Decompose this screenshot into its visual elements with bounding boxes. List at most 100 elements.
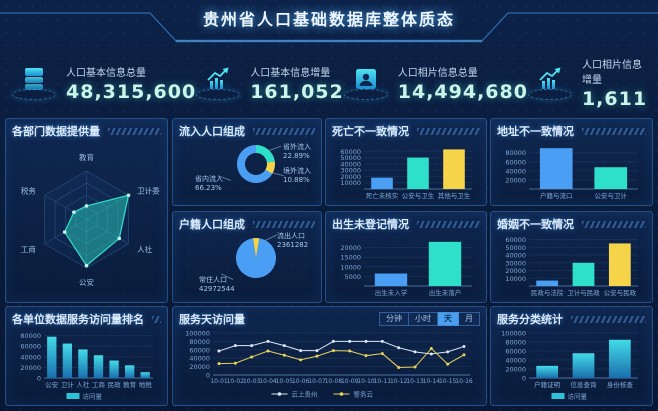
svg-text:10-13: 10-13 [406, 378, 424, 385]
tab-hour[interactable]: 小时 [409, 312, 438, 326]
panel-marriage-inconsistency: 婚姻不一致情况 10000 20000 30000 40000 50000 60000 民政… [490, 211, 653, 303]
svg-text:10-15: 10-15 [439, 378, 457, 385]
svg-text:10-03: 10-03 [243, 378, 261, 385]
slice-label-resident: 常住人口 42972544 [199, 276, 235, 293]
svg-text:10-04: 10-04 [259, 378, 277, 385]
svg-text:教育: 教育 [79, 152, 94, 162]
panel-title: 户籍人口组成 [179, 218, 245, 231]
svg-text:80000: 80000 [20, 332, 41, 340]
inflow-donut-chart[interactable] [179, 139, 315, 199]
kpi-value: 1,611 [581, 88, 648, 110]
svg-text:10-02: 10-02 [227, 378, 245, 385]
svg-text:10-12: 10-12 [390, 378, 408, 385]
kpi-label: 人口基本信息增量 [250, 67, 331, 79]
panel-address-inconsistency: 地址不一致情况 20000 40000 60000 80000 户籍与流口 公安与卫计 [490, 118, 653, 206]
svg-text:警务云: 警务云 [354, 390, 374, 399]
kpi-label: 人口基本信息总量 [66, 67, 146, 79]
address-inconsistency-bar-chart[interactable]: 20000 40000 60000 80000 户籍与流口 公安与卫计 [497, 139, 646, 201]
svg-text:云上贵州: 云上贵州 [292, 390, 318, 399]
death-inconsistency-bar-chart[interactable]: 10000 20000 30000 40000 50000 60000 死亡未核实 公安与卫生… [332, 139, 480, 201]
svg-text:80000: 80000 [505, 149, 526, 157]
hukou-pie-chart[interactable] [179, 232, 315, 296]
stripes-decoration [582, 220, 646, 228]
kpi-card-photo-total: 人口相片信息总量 14,494,680 [343, 52, 528, 114]
svg-text:地税: 地税 [139, 380, 153, 389]
time-granularity-tabs: 分钟 小时 天 月 [379, 312, 480, 326]
svg-text:40000: 40000 [505, 357, 526, 365]
daily-visits-line-chart[interactable]: 0 20000 40000 60000 80000 100000 10-01 10-02 10-… [179, 327, 480, 399]
slice-label-outflow: 流出人口 2361282 [277, 232, 309, 249]
svg-text:60000: 60000 [505, 158, 526, 166]
panel-service-category-stats: 服务分类统计 0 20000 40000 60000 80000 100000 户籍证明 信息… [490, 306, 653, 406]
panel-title: 各部门数据提供量 [12, 125, 100, 138]
svg-text:100000: 100000 [185, 330, 210, 338]
svg-text:教育: 教育 [123, 380, 137, 389]
icon-pedestal [527, 88, 572, 100]
svg-text:户籍证明: 户籍证明 [534, 380, 561, 389]
svg-text:信息查询: 信息查询 [571, 380, 598, 389]
panel-title: 服务天访问量 [179, 313, 245, 326]
svg-text:10000: 10000 [340, 179, 361, 187]
svg-text:40000: 40000 [20, 353, 41, 361]
svg-text:0: 0 [37, 375, 41, 383]
svg-text:访问量: 访问量 [568, 392, 588, 401]
panel-inflow-population: 流入人口组成 省外流入 22.89% 境外流入 10.88% 省内流入 66.23% [172, 118, 322, 206]
stripes-decoration [253, 220, 315, 228]
database-icon [12, 67, 56, 100]
stripes-decoration [417, 220, 480, 228]
svg-text:60000: 60000 [505, 348, 526, 356]
svg-text:民政与法院: 民政与法院 [531, 288, 564, 297]
kpi-row: 人口基本信息总量 48,315,600 人口基本信息增量 161,052 人口相… [0, 52, 658, 114]
svg-text:20000: 20000 [505, 366, 526, 374]
trend-up-icon [527, 67, 572, 100]
svg-text:20000: 20000 [20, 364, 41, 372]
svg-text:50000: 50000 [505, 244, 526, 252]
svg-text:10-16: 10-16 [455, 378, 473, 385]
marriage-inconsistency-bar-chart[interactable]: 10000 20000 30000 40000 50000 60000 民政与法院 卫计与民政… [497, 232, 646, 298]
kpi-card-photo-increment: 人口相片信息增量 1,611 [527, 52, 648, 114]
svg-text:100000: 100000 [501, 330, 526, 338]
svg-text:20000: 20000 [505, 176, 526, 184]
svg-text:10-01: 10-01 [210, 378, 228, 385]
svg-text:40000: 40000 [189, 355, 210, 363]
kpi-value: 161,052 [250, 80, 344, 103]
panel-title: 死亡不一致情况 [332, 125, 409, 138]
svg-text:30000: 30000 [340, 167, 361, 175]
panel-title: 地址不一致情况 [497, 125, 574, 138]
panel-title: 各单位数据服务访问量排名 [12, 313, 144, 326]
stripes-decoration [571, 315, 646, 323]
svg-text:10-05: 10-05 [276, 378, 294, 385]
svg-text:其他与卫生: 其他与卫生 [438, 191, 471, 200]
svg-text:15000: 15000 [340, 254, 361, 262]
tab-month[interactable]: 月 [459, 312, 480, 326]
svg-text:50000: 50000 [340, 154, 361, 162]
birth-unregistered-bar-chart[interactable]: 5000 10000 15000 20000 出生未入学 出生未落户 [332, 232, 480, 298]
svg-text:身份核查: 身份核查 [607, 380, 634, 389]
svg-text:人社: 人社 [137, 244, 152, 254]
svg-text:10-07: 10-07 [308, 378, 326, 385]
svg-text:20000: 20000 [340, 173, 361, 181]
panel-dept-data-supply: 各部门数据提供量 教育 卫计委 人社 公安 工商 税务 [5, 118, 168, 303]
service-category-bar-chart[interactable]: 0 20000 40000 60000 80000 100000 户籍证明 信息查询 身份核查访… [497, 327, 646, 401]
panel-unit-visits-ranking: 各单位数据服务访问量排名 0 20000 40000 60000 80000 公安 卫计 人社… [5, 306, 168, 406]
dept-data-radar-chart[interactable]: 教育 卫计委 人社 公安 工商 税务 [12, 139, 161, 294]
panel-title: 出生未登记情况 [332, 218, 409, 231]
stripes-decoration [417, 127, 480, 135]
panel-daily-service-visits: 服务天访问量 分钟 小时 天 月 0 20000 40000 60000 80000 10… [172, 306, 487, 406]
svg-text:户籍与流口: 户籍与流口 [540, 191, 573, 200]
unit-visits-ranking-bar-chart[interactable]: 0 20000 40000 60000 80000 公安 卫计 人社 工商 民政 教育 地税 访问量 [12, 327, 161, 401]
svg-text:公安与卫计: 公安与卫计 [595, 191, 628, 200]
svg-text:60000: 60000 [189, 346, 210, 354]
svg-text:人社: 人社 [76, 380, 90, 389]
panel-title: 流入人口组成 [179, 125, 245, 138]
header-trapezoid-decoration [0, 12, 658, 43]
tab-day[interactable]: 天 [438, 312, 459, 326]
svg-text:40000: 40000 [505, 252, 526, 260]
svg-text:60000: 60000 [20, 343, 41, 351]
svg-text:0: 0 [522, 375, 526, 383]
tab-minute[interactable]: 分钟 [379, 312, 409, 326]
stripes-decoration [582, 127, 646, 135]
svg-text:出生未落户: 出生未落户 [429, 288, 462, 297]
svg-text:10-08: 10-08 [325, 378, 343, 385]
